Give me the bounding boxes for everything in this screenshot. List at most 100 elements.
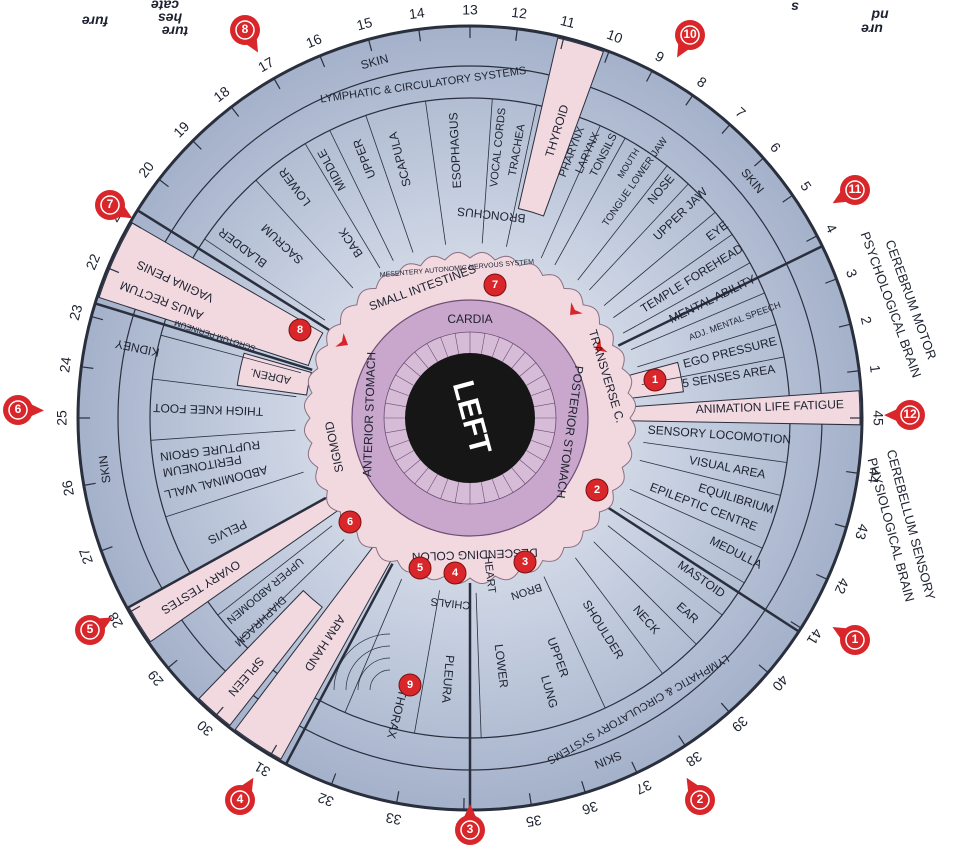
- divider: [554, 137, 626, 266]
- divider: [425, 101, 447, 245]
- rim-number: 39: [729, 713, 751, 735]
- marker-circle: [675, 20, 705, 50]
- rim-tick: [721, 124, 731, 134]
- divider: [365, 115, 414, 253]
- marker-number: 8: [242, 22, 249, 36]
- rim-tick: [91, 315, 104, 321]
- thorax-arc: [369, 669, 391, 691]
- pupil: [405, 353, 535, 483]
- divider: [613, 234, 733, 318]
- rim-tick: [581, 781, 586, 793]
- rim-number: 7: [733, 104, 750, 121]
- zone-label: ESOPHAGUS: [446, 112, 464, 189]
- zone-label: LOWER: [492, 643, 511, 689]
- rim-number: 40: [769, 672, 791, 694]
- rim-tick: [847, 370, 860, 373]
- stomach-spoke: [526, 374, 545, 386]
- rim-tick: [515, 28, 518, 41]
- marker-circle: [75, 615, 105, 645]
- pink-zone: [236, 352, 313, 396]
- rim-number: 6: [767, 139, 784, 156]
- divider: [619, 507, 745, 584]
- divider: [255, 179, 354, 289]
- inner-marker: [338, 510, 362, 534]
- rim-tick: [560, 37, 565, 50]
- rim-number: 45: [870, 410, 886, 426]
- rim-number: 24: [56, 356, 74, 374]
- rim-number: 30: [194, 717, 216, 739]
- inner-marker-number: 8: [297, 324, 303, 336]
- marker-number: 11: [849, 182, 862, 196]
- zone-label: SKIN: [96, 454, 114, 484]
- marker-number: 6: [15, 402, 22, 416]
- rim-tick: [758, 664, 769, 674]
- rim-tick: [646, 70, 653, 82]
- rim-tick: [192, 140, 202, 150]
- divider: [414, 590, 441, 734]
- divider: [160, 334, 302, 374]
- inner-marker: [585, 478, 609, 502]
- stomach-spoke: [414, 351, 429, 369]
- inner-marker: [288, 318, 312, 342]
- inner-marker-number: 9: [407, 679, 413, 691]
- marker-circle: [225, 785, 255, 815]
- rim-number: 2: [858, 315, 875, 327]
- rim-number: 43: [852, 522, 872, 542]
- stomach-spoke: [511, 351, 526, 369]
- stomach-spoke: [426, 343, 438, 362]
- divider: [622, 262, 751, 334]
- major-divider: [126, 496, 327, 610]
- rim-number: 3: [843, 267, 861, 280]
- divider: [150, 429, 296, 441]
- major-divider: [607, 506, 800, 633]
- rim-number: 16: [303, 30, 324, 51]
- inner-marker: [443, 561, 467, 585]
- marker-circle: [455, 815, 485, 845]
- stomach-spoke: [502, 343, 514, 362]
- divider: [603, 212, 716, 306]
- marker-circle: [3, 395, 33, 425]
- divider: [643, 441, 787, 463]
- rim-tick: [81, 366, 94, 369]
- inner-marker-number: 3: [522, 556, 528, 568]
- zone-label: PLEURA: [439, 655, 457, 704]
- divider: [589, 183, 689, 291]
- stomach-spoke: [491, 478, 500, 499]
- inner-zone-label: ANTERIOR STOMACH: [360, 352, 378, 478]
- edge-text: cate: [151, 0, 179, 13]
- rim-tick: [167, 659, 178, 669]
- divider: [639, 459, 781, 496]
- marker-ring: [230, 790, 250, 810]
- inner-marker-number: 5: [417, 562, 423, 574]
- rim-tick: [678, 735, 686, 746]
- major-divider: [617, 245, 823, 347]
- marker-circle: [230, 15, 260, 45]
- marker-number: 5: [87, 622, 94, 636]
- stomach-spoke: [502, 474, 514, 493]
- marker-circle: [895, 400, 925, 430]
- divider: [607, 525, 723, 616]
- rim-number: 17: [255, 53, 277, 75]
- divider: [304, 143, 381, 269]
- stomach-spoke: [533, 402, 555, 408]
- rim-tick: [685, 95, 694, 106]
- stomach-spoke: [491, 337, 500, 358]
- rim-number: 19: [170, 118, 192, 140]
- rim-tick: [528, 793, 532, 806]
- rim-number: 4: [823, 221, 841, 236]
- rim-tick: [367, 39, 373, 52]
- rim-tick: [754, 157, 764, 167]
- marker-number: 4: [237, 792, 244, 806]
- stomach-spoke: [519, 362, 537, 377]
- marker-number: 12: [903, 407, 917, 421]
- rim-tick: [782, 194, 793, 203]
- arrowhead: [594, 338, 608, 353]
- rim-number: 9: [653, 48, 668, 66]
- rim-tick: [631, 761, 638, 773]
- divider: [593, 541, 697, 645]
- rim-number: 44: [865, 467, 883, 485]
- rim-tick: [100, 546, 113, 552]
- divider: [475, 592, 482, 738]
- divider: [630, 292, 765, 350]
- stomach-spoke: [426, 474, 438, 493]
